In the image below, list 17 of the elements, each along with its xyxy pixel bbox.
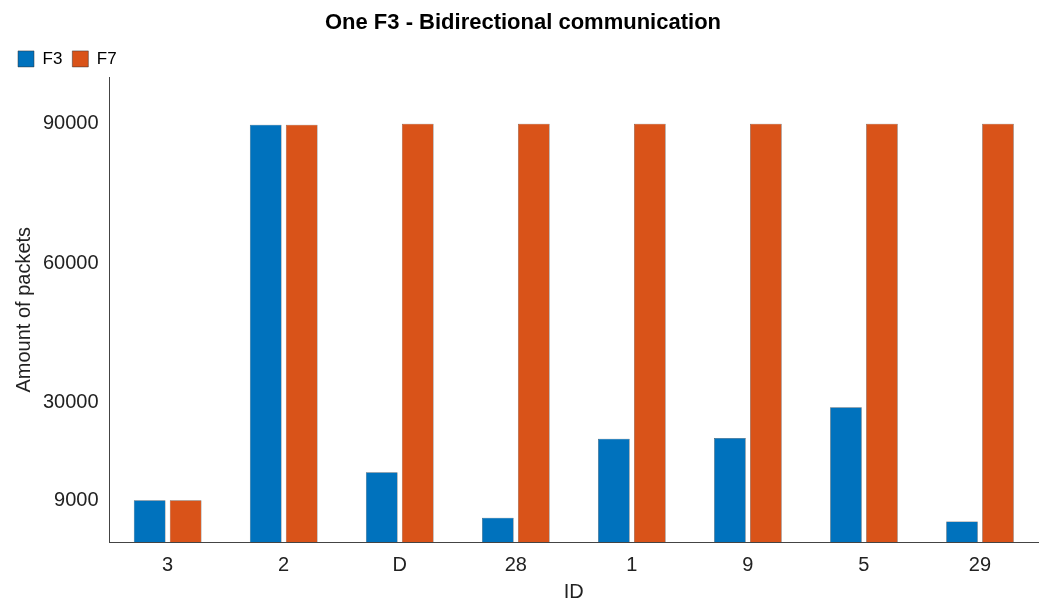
y-axis-title: Amount of packets — [11, 226, 34, 393]
chart-title: One F3 - Bidirectional communication — [324, 9, 722, 35]
legend-label: F3 — [42, 48, 63, 68]
y-tick-label: 60000 — [42, 250, 99, 273]
y-tick-label: 90000 — [42, 111, 99, 134]
x-tick-label: 29 — [968, 552, 992, 575]
x-tick-label: 1 — [626, 552, 638, 575]
x-tick-label: 5 — [858, 552, 870, 575]
y-tick-label: 9000 — [54, 487, 99, 510]
x-tick-label: 28 — [504, 552, 527, 575]
legend-label: F7 — [96, 48, 117, 68]
x-tick-label: 9 — [742, 552, 754, 575]
x-tick-label: 2 — [278, 552, 290, 575]
x-tick-label: D — [392, 552, 407, 575]
x-axis-title: ID — [563, 579, 584, 602]
x-tick-label: 3 — [162, 552, 174, 575]
y-tick-label: 30000 — [42, 390, 99, 413]
